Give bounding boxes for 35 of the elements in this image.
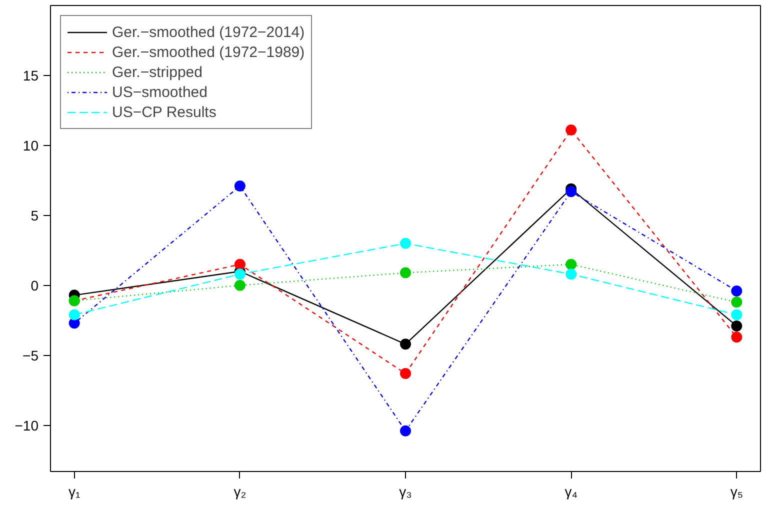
y-tick-label: 5 bbox=[30, 207, 39, 224]
y-tick-label: −10 bbox=[14, 417, 39, 434]
legend-label: Ger.−stripped bbox=[112, 63, 202, 81]
x-tick-label: γ₁ bbox=[68, 484, 80, 500]
point bbox=[234, 280, 246, 291]
legend-label: Ger.−smoothed (1972−2014) bbox=[112, 23, 305, 41]
point bbox=[400, 368, 411, 380]
y-tick-label: 10 bbox=[22, 137, 39, 154]
point bbox=[68, 309, 80, 320]
point bbox=[731, 309, 742, 320]
point bbox=[234, 258, 246, 270]
y-tick-label: −5 bbox=[22, 347, 39, 364]
point bbox=[566, 258, 577, 270]
point bbox=[566, 186, 577, 198]
x-tick-label: γ₅ bbox=[730, 484, 743, 500]
point bbox=[731, 320, 742, 332]
point bbox=[234, 180, 246, 192]
legend-label: US−smoothed bbox=[112, 83, 208, 101]
point bbox=[400, 338, 411, 350]
point bbox=[566, 268, 577, 280]
point bbox=[234, 268, 246, 280]
y-tick-label: 15 bbox=[22, 67, 39, 84]
point bbox=[731, 285, 742, 296]
y-tick-label: 0 bbox=[30, 277, 39, 294]
point bbox=[400, 425, 411, 436]
x-tick-label: γ₂ bbox=[234, 484, 246, 500]
legend-label: Ger.−smoothed (1972−1989) bbox=[112, 43, 305, 61]
point bbox=[400, 238, 411, 249]
legend-label: US−CP Results bbox=[112, 103, 216, 121]
x-tick-label: γ₃ bbox=[399, 484, 412, 500]
x-tick-label: γ₄ bbox=[564, 484, 578, 500]
point bbox=[400, 267, 411, 278]
point bbox=[731, 296, 742, 308]
point bbox=[566, 124, 577, 136]
point bbox=[731, 332, 742, 343]
